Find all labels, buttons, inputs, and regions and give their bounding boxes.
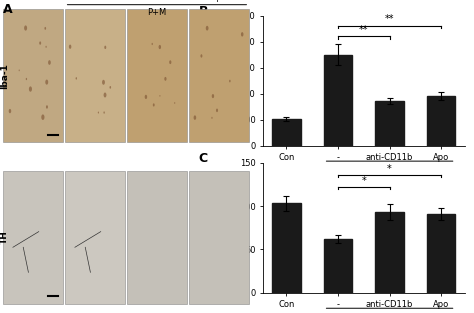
Ellipse shape — [46, 46, 47, 48]
Ellipse shape — [153, 103, 155, 106]
Ellipse shape — [41, 115, 45, 120]
Bar — [64, 171, 125, 304]
Text: **: ** — [385, 14, 394, 24]
Ellipse shape — [98, 111, 99, 114]
Bar — [189, 171, 249, 304]
Text: A: A — [2, 3, 12, 16]
Ellipse shape — [29, 86, 32, 92]
Text: P+M: P+M — [147, 8, 166, 17]
Ellipse shape — [69, 44, 72, 49]
Text: P+M: P+M — [380, 172, 399, 181]
Text: *: * — [361, 176, 366, 186]
Text: B: B — [199, 5, 208, 18]
Text: TH: TH — [0, 230, 9, 244]
Ellipse shape — [26, 78, 27, 80]
Ellipse shape — [193, 115, 196, 120]
Ellipse shape — [46, 105, 48, 109]
Bar — [272, 203, 301, 293]
Ellipse shape — [145, 95, 147, 99]
Ellipse shape — [206, 26, 209, 31]
Ellipse shape — [24, 25, 27, 31]
Ellipse shape — [18, 69, 20, 71]
Ellipse shape — [174, 102, 175, 104]
Ellipse shape — [159, 45, 161, 49]
Bar — [272, 119, 301, 146]
Bar — [127, 9, 187, 142]
Bar — [324, 55, 352, 146]
Ellipse shape — [46, 80, 48, 85]
Ellipse shape — [103, 111, 105, 114]
Text: Apo: Apo — [211, 0, 226, 2]
Text: -: - — [93, 0, 96, 2]
Ellipse shape — [45, 27, 46, 30]
Ellipse shape — [152, 43, 153, 45]
Ellipse shape — [104, 93, 107, 97]
Ellipse shape — [75, 77, 77, 80]
Ellipse shape — [201, 54, 202, 58]
Ellipse shape — [229, 80, 231, 82]
Ellipse shape — [164, 77, 166, 81]
Bar — [427, 96, 456, 146]
Ellipse shape — [212, 94, 214, 98]
Ellipse shape — [211, 117, 212, 119]
Ellipse shape — [48, 60, 51, 65]
Bar — [64, 9, 125, 142]
Ellipse shape — [39, 41, 41, 45]
Bar — [2, 9, 64, 142]
Bar — [375, 101, 404, 146]
Ellipse shape — [109, 86, 111, 89]
Text: Iba-1: Iba-1 — [0, 63, 9, 89]
Y-axis label: THir cells (% of control): THir cells (% of control) — [228, 178, 237, 277]
Text: *: * — [387, 164, 392, 174]
Y-axis label: Iba-1 density (% of control): Iba-1 density (% of control) — [228, 23, 237, 138]
Text: Con: Con — [26, 0, 40, 2]
Bar — [375, 212, 404, 293]
Ellipse shape — [102, 80, 105, 85]
Bar — [427, 214, 456, 293]
Ellipse shape — [169, 60, 172, 64]
Ellipse shape — [104, 46, 106, 49]
Bar — [2, 171, 64, 304]
Text: anti-CD11b Ab: anti-CD11b Ab — [129, 0, 185, 2]
Bar — [127, 171, 187, 304]
Text: C: C — [199, 152, 208, 165]
Ellipse shape — [216, 109, 218, 112]
Ellipse shape — [159, 95, 160, 97]
Bar — [324, 239, 352, 293]
Ellipse shape — [241, 32, 244, 37]
Ellipse shape — [9, 109, 11, 113]
Bar — [189, 9, 249, 142]
Text: **: ** — [359, 25, 369, 35]
